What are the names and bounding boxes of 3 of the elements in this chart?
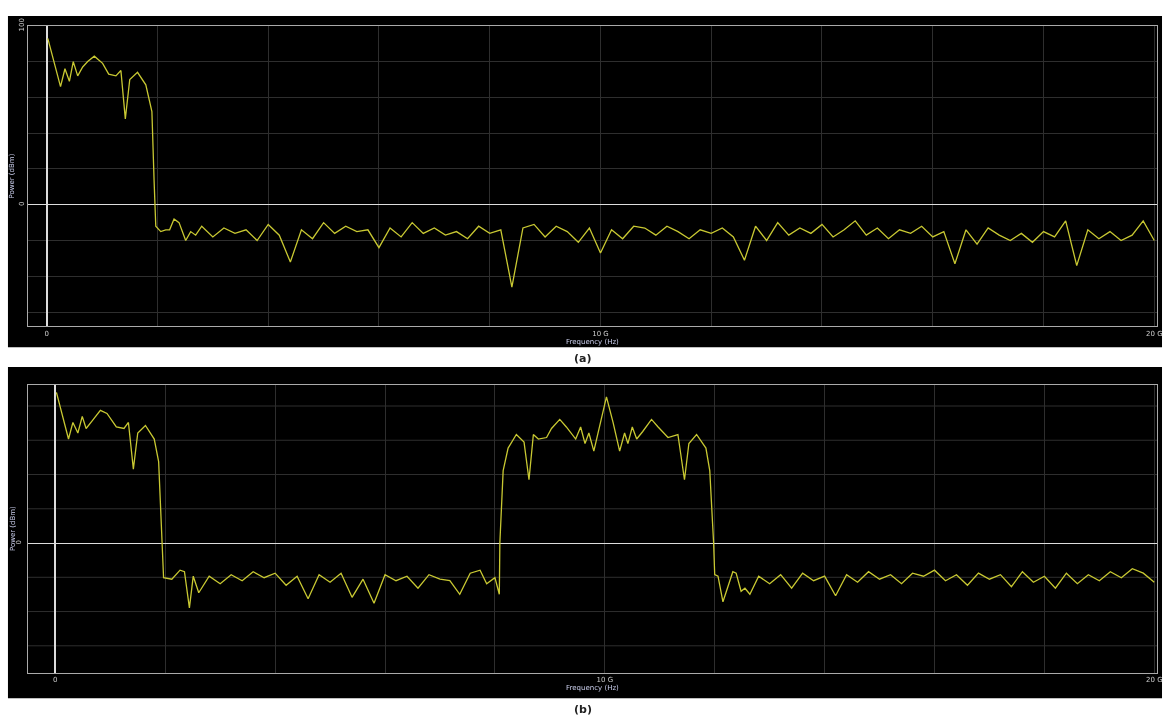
text: (b): [574, 703, 592, 716]
text: (a): [574, 352, 592, 365]
line-series: [47, 37, 1155, 288]
